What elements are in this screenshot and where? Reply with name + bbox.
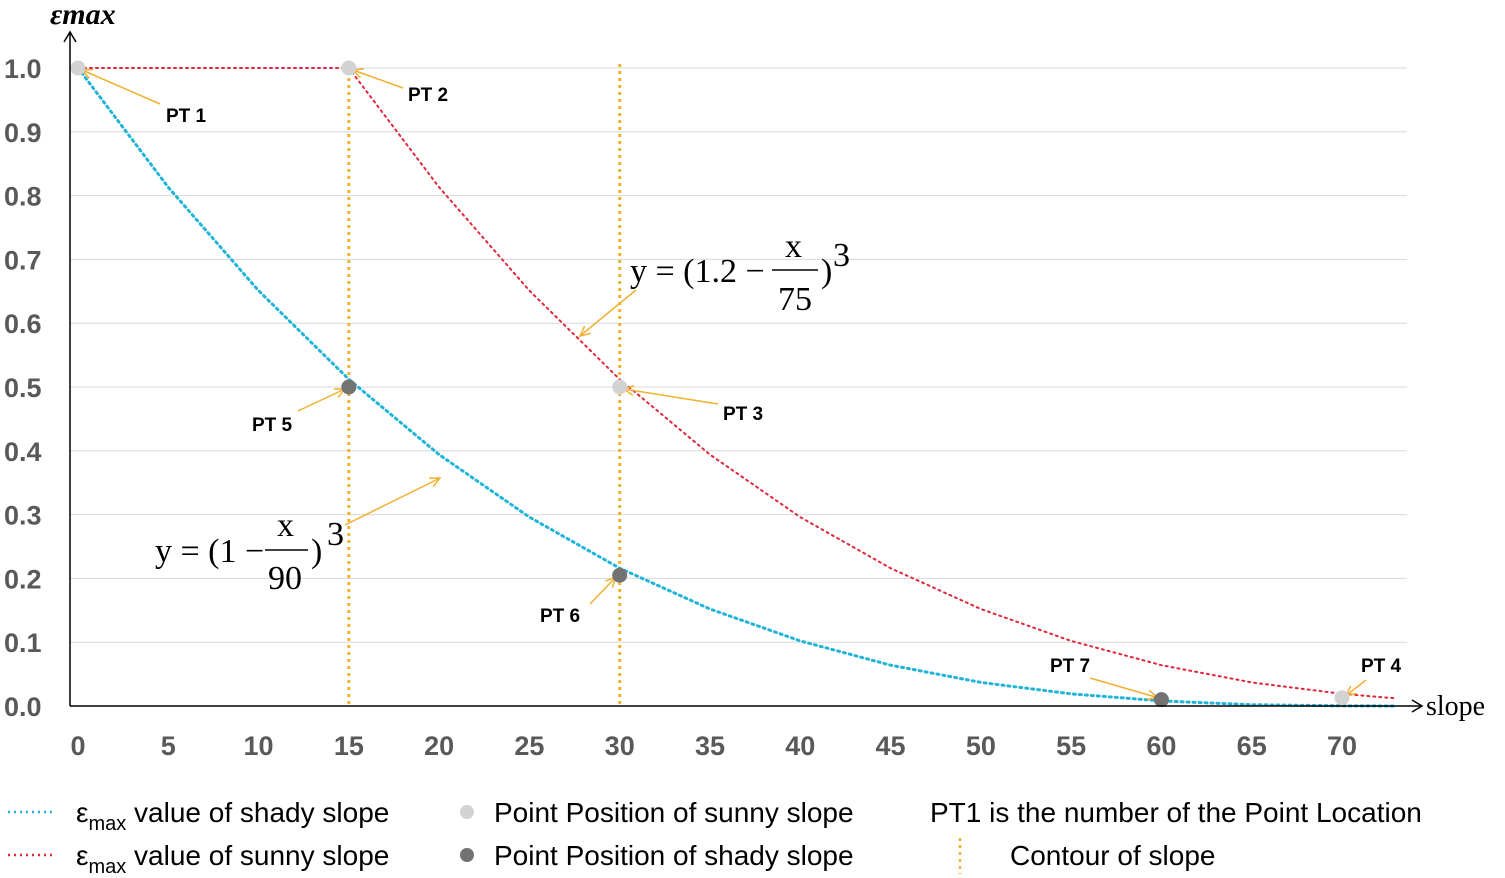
point-label: PT 4 (1361, 656, 1402, 677)
x-tick-label: 0 (70, 731, 85, 761)
svg-text:y = (1 −: y = (1 − (155, 533, 264, 570)
x-tick-label: 5 (161, 731, 176, 761)
point-shady (1153, 692, 1169, 708)
x-tick-label: 25 (514, 731, 544, 761)
legend-contour: Contour of slope (1010, 840, 1215, 871)
y-tick-label: 0.1 (4, 628, 42, 658)
point-sunny (70, 60, 86, 76)
x-tick-label: 40 (785, 731, 815, 761)
legend-shady-point-swatch (460, 848, 474, 862)
y-tick-label: 0.3 (4, 501, 42, 531)
shady-slope-curve (76, 66, 1398, 708)
annotation-arrow (623, 388, 719, 405)
svg-text:x: x (785, 228, 802, 265)
x-tick-label: 60 (1146, 731, 1176, 761)
annotation-arrow (297, 388, 346, 412)
svg-text:90: 90 (268, 560, 302, 597)
sunny-slope-curve (77, 67, 1398, 700)
legend-sunny-line: εmax value of sunny slope (76, 840, 389, 878)
y-axis-label: εmax (50, 0, 116, 31)
annotation-arrow (352, 69, 404, 89)
legend: εmax value of shady slope εmax value of … (8, 797, 1422, 878)
svg-text:3: 3 (833, 237, 850, 274)
svg-text:3: 3 (327, 516, 344, 553)
point-sunny (341, 60, 357, 76)
point-label: PT 2 (408, 85, 448, 106)
point-label: PT 6 (540, 606, 580, 627)
point-sunny (1334, 690, 1350, 706)
legend-sunny-point-swatch (460, 805, 474, 819)
y-tick-label: 0.7 (4, 245, 42, 275)
y-tick-label: 1.0 (4, 54, 42, 84)
equation-shady-arrow (344, 477, 441, 526)
point-label: PT 3 (723, 404, 763, 425)
legend-sunny-point: Point Position of sunny slope (494, 797, 854, 828)
equation-shady: y = (1 − x 90 ) 3 (155, 507, 344, 597)
annotation-arrow (589, 576, 617, 605)
svg-text:75: 75 (778, 281, 812, 318)
point-label: PT 7 (1050, 656, 1090, 677)
equation-sunny-arrow (579, 289, 637, 337)
x-tick-label: 65 (1237, 731, 1267, 761)
svg-text:): ) (821, 253, 832, 290)
y-tick-label: 0.6 (4, 309, 42, 339)
legend-shady-line: εmax value of shady slope (76, 797, 389, 835)
x-tick-label: 10 (244, 731, 274, 761)
x-tick-label: 30 (605, 731, 635, 761)
x-tick-label: 50 (966, 731, 996, 761)
y-tick-label: 0.0 (4, 692, 42, 722)
point-sunny (612, 379, 628, 395)
svg-text:): ) (311, 533, 322, 570)
svg-text:y = (1.2 −: y = (1.2 − (630, 253, 765, 290)
y-tick-label: 0.8 (4, 182, 42, 212)
annotation-arrow (1089, 677, 1158, 699)
x-tick-label: 70 (1327, 731, 1357, 761)
y-tick-label: 0.4 (4, 437, 42, 467)
equation-shady-arrow-head (428, 477, 442, 488)
y-axis-arrow (63, 30, 77, 43)
legend-note: PT1 is the number of the Point Location (930, 797, 1422, 828)
point-shady (612, 567, 628, 583)
equation-sunny-arrow-head (578, 325, 591, 338)
point-label: PT 5 (252, 415, 293, 436)
y-tick-label: 0.9 (4, 118, 42, 148)
y-tick-label: 0.5 (4, 373, 42, 403)
x-axis-arrow (1411, 699, 1424, 713)
x-tick-label: 35 (695, 731, 725, 761)
legend-shady-point: Point Position of shady slope (494, 840, 854, 871)
point-shady (341, 379, 357, 395)
annotation-arrow (1345, 679, 1367, 697)
y-tick-label: 0.2 (4, 564, 42, 594)
svg-text:x: x (277, 507, 294, 544)
x-axis-label: slope (1426, 691, 1485, 722)
equation-sunny: y = (1.2 − x 75 ) 3 (630, 228, 850, 318)
x-tick-label: 45 (876, 731, 906, 761)
x-tick-label: 15 (334, 731, 364, 761)
annotation-arrow (81, 69, 161, 105)
point-label: PT 1 (166, 106, 207, 127)
x-tick-label: 20 (424, 731, 454, 761)
x-tick-label: 55 (1056, 731, 1086, 761)
